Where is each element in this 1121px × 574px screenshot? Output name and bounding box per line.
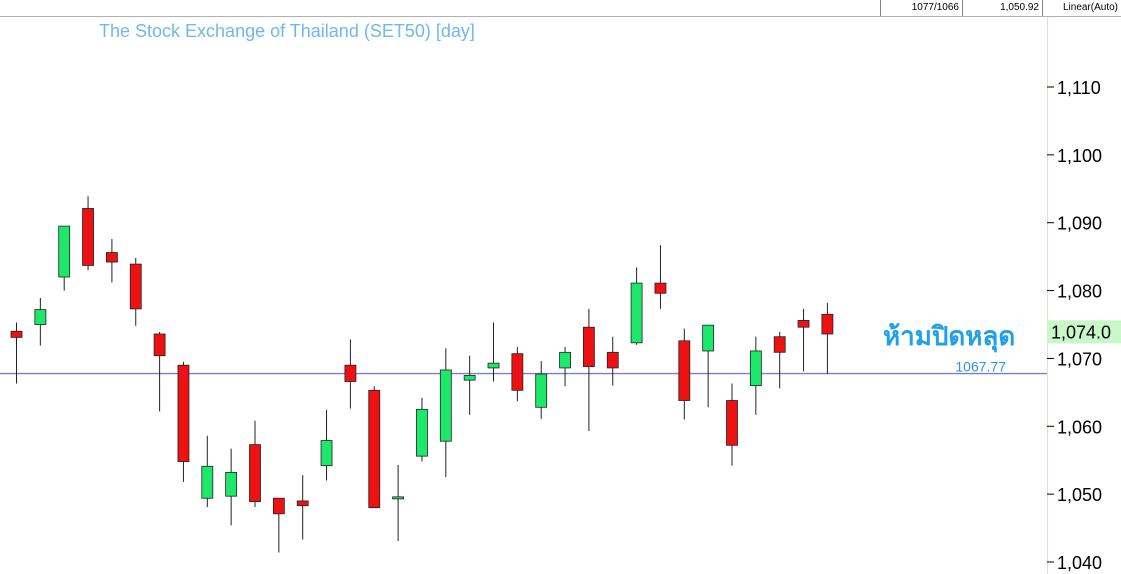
candle: [559, 346, 571, 387]
candle-body: [583, 326, 595, 367]
candle-body: [463, 374, 476, 381]
candle-body: [630, 282, 643, 344]
candle-body: [225, 472, 238, 497]
candle: [773, 331, 786, 389]
candle: [249, 420, 261, 508]
candle: [797, 308, 810, 372]
candle-body: [34, 309, 47, 325]
candle: [106, 239, 118, 283]
y-tick-label: 1,080: [1057, 282, 1102, 302]
y-tick-label: 1,100: [1057, 146, 1102, 166]
candle-body: [439, 369, 452, 442]
candle-body: [702, 324, 715, 352]
candle-body: [559, 351, 571, 369]
top-status-bar: 1077/1066 1,050.92 Linear(Auto): [0, 0, 1121, 17]
candle: [511, 346, 524, 402]
scale-mode-button[interactable]: Linear(Auto): [1062, 2, 1118, 13]
chart-title: The Stock Exchange of Thailand (SET50) […: [99, 21, 475, 41]
status-separator: [1042, 0, 1043, 16]
candle-body: [272, 497, 285, 515]
current-value-label: 1,074.0: [1051, 322, 1111, 342]
candle-body: [58, 225, 71, 278]
candle-body: [797, 320, 810, 328]
candle-body: [249, 444, 261, 503]
candle-body: [535, 373, 548, 408]
candle: [606, 336, 619, 386]
candle: [463, 355, 476, 415]
candle: [416, 397, 428, 462]
candle: [320, 410, 333, 481]
candle: [821, 302, 834, 375]
candle: [583, 308, 595, 432]
candle: [225, 448, 238, 526]
candle-body: [201, 465, 214, 499]
candle-body: [416, 408, 428, 457]
y-tick-label: 1,040: [1057, 553, 1102, 573]
candle-body: [511, 353, 524, 391]
y-tick-label: 1,090: [1057, 214, 1102, 234]
status-separator: [880, 0, 881, 16]
y-tick-label: 1,060: [1057, 417, 1102, 437]
candle-body: [678, 340, 691, 401]
candle: [368, 386, 381, 509]
candle-body: [129, 263, 142, 310]
y-tick-label: 1,070: [1057, 349, 1102, 369]
candle: [726, 383, 738, 466]
candle: [392, 464, 405, 541]
candle-body: [296, 500, 309, 507]
candle-body: [106, 252, 118, 263]
candle-body: [821, 313, 834, 335]
status-cell-range: 1077/1066: [911, 2, 959, 13]
candle-body: [368, 389, 381, 509]
current-value-box: [1047, 320, 1121, 344]
candle-body: [726, 400, 738, 446]
candle-body: [10, 330, 23, 338]
candle: [630, 267, 643, 345]
candle-body: [487, 362, 500, 369]
candle: [177, 361, 190, 482]
status-cell-value: 1,050.92: [1000, 2, 1039, 13]
candle: [296, 475, 309, 540]
annotation-text: ห้ามปิดหลุด: [883, 322, 1015, 353]
y-tick-label: 1,050: [1057, 485, 1102, 505]
status-separator: [962, 0, 963, 16]
candle: [10, 322, 23, 384]
price-axis-divider: [1047, 17, 1048, 574]
candle: [487, 322, 500, 382]
candle: [749, 336, 762, 415]
candle-body: [82, 208, 94, 266]
candle-body: [177, 364, 190, 462]
candle: [654, 245, 667, 309]
candle-body: [392, 496, 405, 500]
candle-body: [344, 364, 357, 382]
candle: [201, 435, 214, 508]
candle: [439, 348, 452, 478]
candle: [34, 298, 47, 346]
candle-body: [320, 440, 333, 467]
candle: [344, 339, 357, 409]
candle-body: [749, 350, 762, 386]
candle: [153, 331, 166, 412]
candle-body: [606, 351, 619, 369]
candle: [129, 258, 142, 326]
candle: [702, 324, 715, 408]
y-tick-label: 1,110: [1057, 78, 1101, 98]
candle-body: [773, 336, 786, 353]
support-line-label: 1067.77: [955, 359, 1006, 375]
candle-body: [153, 333, 166, 357]
candle: [535, 361, 548, 419]
candle: [678, 328, 691, 420]
candle: [58, 225, 71, 291]
candle: [272, 497, 285, 553]
candle-body: [654, 282, 667, 294]
candle: [82, 196, 94, 271]
